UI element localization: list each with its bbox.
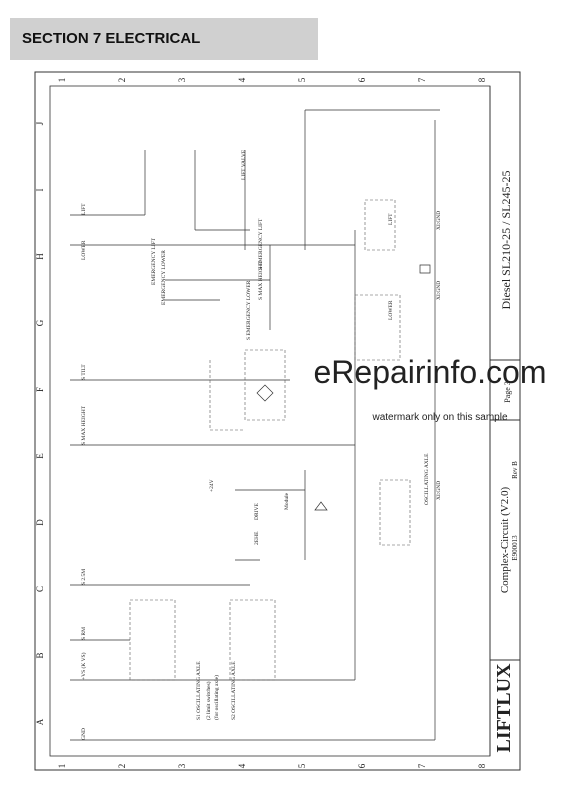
row-letter: D [35, 519, 45, 526]
schematic-label: DRIVE [254, 503, 260, 520]
title-block-model: Diesel SL210-25 / SL245-25 [499, 171, 513, 310]
schematic-label: EMERGENCY LOWER [161, 250, 167, 305]
watermark: eRepairinfo.com [314, 354, 547, 390]
column-number: 4 [237, 77, 247, 82]
column-number: 5 [297, 77, 307, 82]
outer-frame [34, 71, 521, 771]
column-number: 2 [117, 78, 127, 83]
schematic-label: S RM [81, 627, 87, 640]
row-letter: I [35, 189, 45, 192]
watermark-note: watermark only on this sample [371, 412, 507, 423]
column-number: 1 [57, 78, 67, 83]
schematic-label: S EMERGENCY LOWER [246, 280, 252, 340]
column-number: 7 [417, 77, 427, 82]
row-letter: E [35, 453, 45, 459]
schematic-label: (for oscillating axle) [213, 675, 220, 720]
row-letter: F [35, 387, 45, 392]
wiring [70, 109, 440, 741]
column-number: 1 [57, 764, 67, 769]
column-number: 3 [177, 763, 187, 768]
column-number: 8 [477, 763, 487, 768]
schematic-label: S MAX HEIGHT [81, 405, 87, 445]
row-letter: J [35, 121, 45, 125]
column-number: 5 [297, 763, 307, 768]
title-block-revision: Rev B [511, 461, 519, 479]
column-number: 4 [237, 763, 247, 768]
column-number: 6 [357, 763, 367, 768]
title-block-company: LIFTLUX [493, 663, 515, 752]
schematic-label: LIFT VALVE [241, 149, 247, 180]
column-number: 8 [477, 77, 487, 82]
schematic-label: XI:GND [436, 481, 442, 500]
schematic-label: Module [284, 492, 290, 510]
schematic-label: S1 OSCILLATING AXLE [196, 661, 202, 720]
column-number: 6 [357, 77, 367, 82]
schematic-label: LIFT [81, 203, 87, 215]
column-number: 7 [417, 763, 427, 768]
schematic-label: GND [81, 728, 87, 740]
schematic-label: LOWER [388, 300, 394, 320]
row-letter: H [35, 253, 45, 260]
section-header: SECTION 7 ELECTRICAL [10, 18, 318, 60]
section-title: SECTION 7 ELECTRICAL [22, 30, 201, 47]
column-number: 3 [177, 77, 187, 82]
schematic-label: (2 limit switches) [205, 681, 212, 720]
schematic-label: 2EHE [254, 531, 260, 545]
title-block-drawing: Complex-Circuit (V2.0) [499, 487, 511, 594]
schematic-label: S2 OSCILLATING AXLE [231, 661, 237, 720]
schematic-label: XI:GND [436, 281, 442, 300]
schematic-label: EMERGENCY LIFT [151, 237, 157, 285]
schematic-label: S EMERGENCY LIFT [258, 218, 264, 270]
row-letter: A [35, 718, 45, 725]
schematic-label: S 2.5M [81, 569, 87, 585]
schematic-label: +VS (K VS) [80, 652, 87, 680]
row-letter: G [35, 319, 45, 326]
title-block-number: E900013 [511, 535, 519, 561]
schematic-label: LIFT [388, 213, 394, 225]
title-block-page: Page 3 [503, 381, 512, 403]
row-letter: C [35, 586, 45, 592]
schematic-label: XI:GND [436, 211, 442, 230]
schematic-label: S TILT [81, 364, 87, 380]
row-letter: B [35, 652, 45, 658]
schematic-label: +24V [209, 479, 215, 492]
schematic-label: LOWER [81, 240, 87, 260]
schematic-label: S MAX HEIGHT [258, 260, 264, 300]
schematic-label: OSCILLATING AXLE [424, 453, 430, 505]
column-number: 2 [117, 764, 127, 769]
